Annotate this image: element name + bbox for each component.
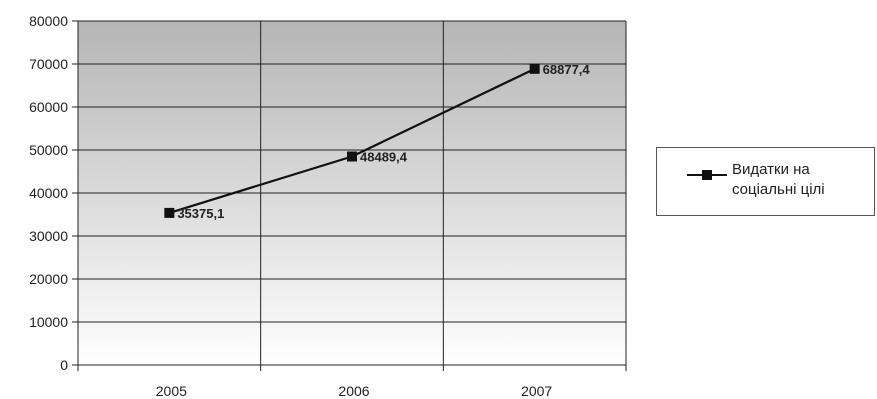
y-tick-label: 60000 [29, 99, 68, 115]
x-tick-label: 2007 [521, 383, 552, 399]
y-tick-label: 10000 [29, 314, 68, 330]
grid-lines [78, 20, 627, 365]
data-point [164, 207, 175, 218]
x-tick-label: 2005 [156, 383, 187, 399]
y-tick-label: 70000 [29, 56, 68, 72]
data-point [347, 151, 357, 162]
data-point [529, 63, 540, 74]
data-label: 35375,1 [177, 206, 224, 221]
y-tick-label: 20000 [29, 271, 68, 287]
series-group [164, 63, 540, 218]
legend-series-marker-icon [687, 170, 727, 180]
y-tick-label: 50000 [29, 142, 68, 158]
y-tick-label: 0 [60, 357, 68, 373]
x-tick-label: 2006 [338, 383, 369, 399]
y-tick-label: 40000 [29, 185, 68, 201]
y-tick-label: 80000 [29, 13, 68, 29]
legend: Видатки на соціальні цілі [656, 147, 875, 216]
y-axis-ticks: 0 10000 20000 30000 40000 50000 60000 70000 8000… [29, 13, 68, 373]
x-axis-ticks: 2005 2006 2007 [156, 383, 553, 399]
data-label: 48489,4 [360, 149, 408, 164]
data-labels: 35375,1 48489,4 68877,4 [177, 62, 590, 221]
y-tick-label: 30000 [29, 228, 68, 244]
axes [72, 20, 627, 371]
legend-label: Видатки на соціальні цілі [732, 161, 825, 198]
data-label: 68877,4 [543, 62, 591, 77]
